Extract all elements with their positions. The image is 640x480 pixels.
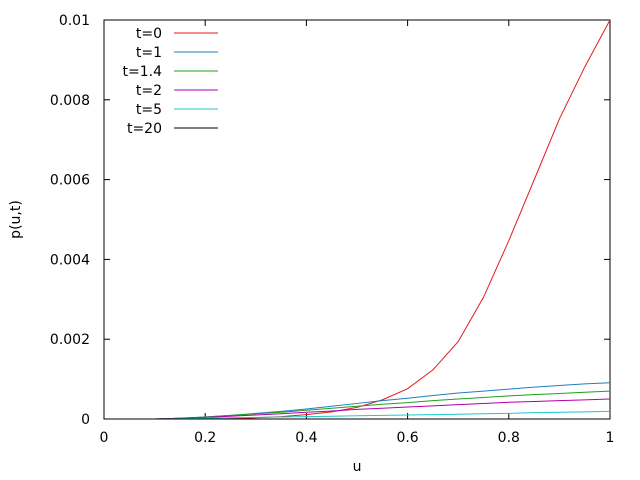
series-layer [154,19,611,420]
axes-layer: 0 0.2 0.4 0.6 0.8 1 0 0.002 0.004 0.006 0.008 0.01 [50,13,615,446]
x-tick-label: 0.2 [194,430,216,446]
series-line-t-1-4 [154,390,611,420]
x-tick-label: 1 [606,430,615,446]
x-axis-label: u [353,459,362,475]
legend-label: t=5 [136,102,162,118]
legend-label: t=1 [136,45,162,61]
x-tick-label: 0.6 [396,430,418,446]
x-tick-label: 0.8 [498,430,520,446]
legend: t=0 t=1 t=1.4 t=2 t=5 t=20 [123,26,218,137]
x-tick-label: 0.4 [295,430,317,446]
legend-label: t=0 [136,26,162,42]
x-tick-label: 0 [100,430,109,446]
legend-label: t=1.4 [123,64,163,80]
series-line-t-5 [154,410,611,420]
y-tick-label: 0 [81,412,90,428]
y-tick-label: 0.006 [50,173,90,189]
legend-label: t=2 [136,83,162,99]
y-tick-label: 0.008 [50,93,90,109]
series-line-t-2 [154,398,611,420]
y-tick-label: 0.004 [50,252,90,268]
y-tick-label: 0.002 [50,332,90,348]
y-axis-label: p(u,t) [8,200,24,239]
y-tick-label: 0.01 [59,13,90,29]
legend-label: t=20 [127,121,162,137]
